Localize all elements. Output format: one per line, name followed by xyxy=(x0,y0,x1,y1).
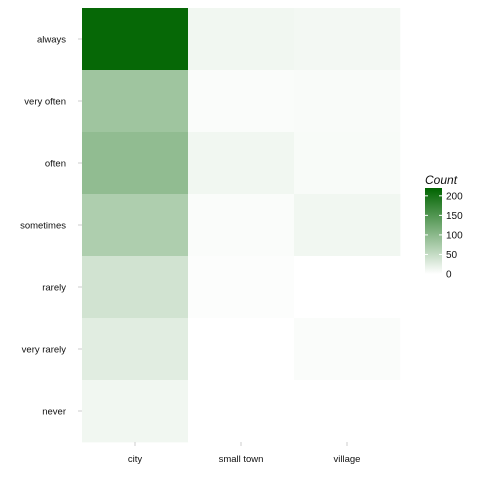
plot-panel xyxy=(82,8,401,443)
heatmap-cell xyxy=(188,194,295,257)
legend-colorbar xyxy=(425,188,442,274)
heatmap-cell xyxy=(82,132,189,195)
heatmap-cell xyxy=(82,318,189,381)
legend-tick-label: 0 xyxy=(446,270,452,281)
legend-tick-label: 100 xyxy=(446,230,463,241)
heatmap-cell xyxy=(294,132,401,195)
heatmap-cell xyxy=(294,256,401,319)
heatmap-cell xyxy=(82,380,189,443)
heatmap-cell xyxy=(188,132,295,195)
legend-tick-label: 200 xyxy=(446,191,463,202)
heatmap-cell xyxy=(82,194,189,257)
y-tick-label: never xyxy=(42,407,66,418)
heatmap-cell xyxy=(294,318,401,381)
heatmap-cell xyxy=(188,70,295,133)
y-tick-label: rarely xyxy=(42,283,66,294)
heatmap-cell xyxy=(82,70,189,133)
x-tick-label: village xyxy=(334,454,361,465)
y-tick-label: always xyxy=(37,35,66,46)
heatmap-cell xyxy=(294,194,401,257)
y-tick-label: often xyxy=(45,159,66,170)
legend-tick-label: 50 xyxy=(446,250,458,261)
heatmap-cell xyxy=(294,70,401,133)
heatmap-cell xyxy=(188,8,295,71)
heatmap-cell xyxy=(188,318,295,381)
heatmap-cell xyxy=(294,8,401,71)
heatmap-cell xyxy=(294,380,401,443)
y-tick-label: sometimes xyxy=(20,221,66,232)
y-tick-label: very often xyxy=(24,97,66,108)
legend-ticks: 0 50 100 150 200 xyxy=(425,191,463,281)
heatmap-cells xyxy=(82,8,401,443)
y-tick-label: very rarely xyxy=(22,345,67,356)
heatmap-cell xyxy=(82,256,189,319)
x-tick-label: city xyxy=(128,454,143,465)
heatmap-cell xyxy=(82,8,189,71)
heatmap-cell xyxy=(188,380,295,443)
legend-title: Count xyxy=(425,173,458,187)
heatmap-cell xyxy=(188,256,295,319)
x-tick-label: small town xyxy=(219,454,264,465)
legend-tick-label: 150 xyxy=(446,211,463,222)
x-axis: city small town village xyxy=(128,442,361,465)
color-legend: Count 0 50 100 150 200 xyxy=(425,173,463,281)
y-axis: always very often often sometimes rarely very… xyxy=(20,35,82,418)
